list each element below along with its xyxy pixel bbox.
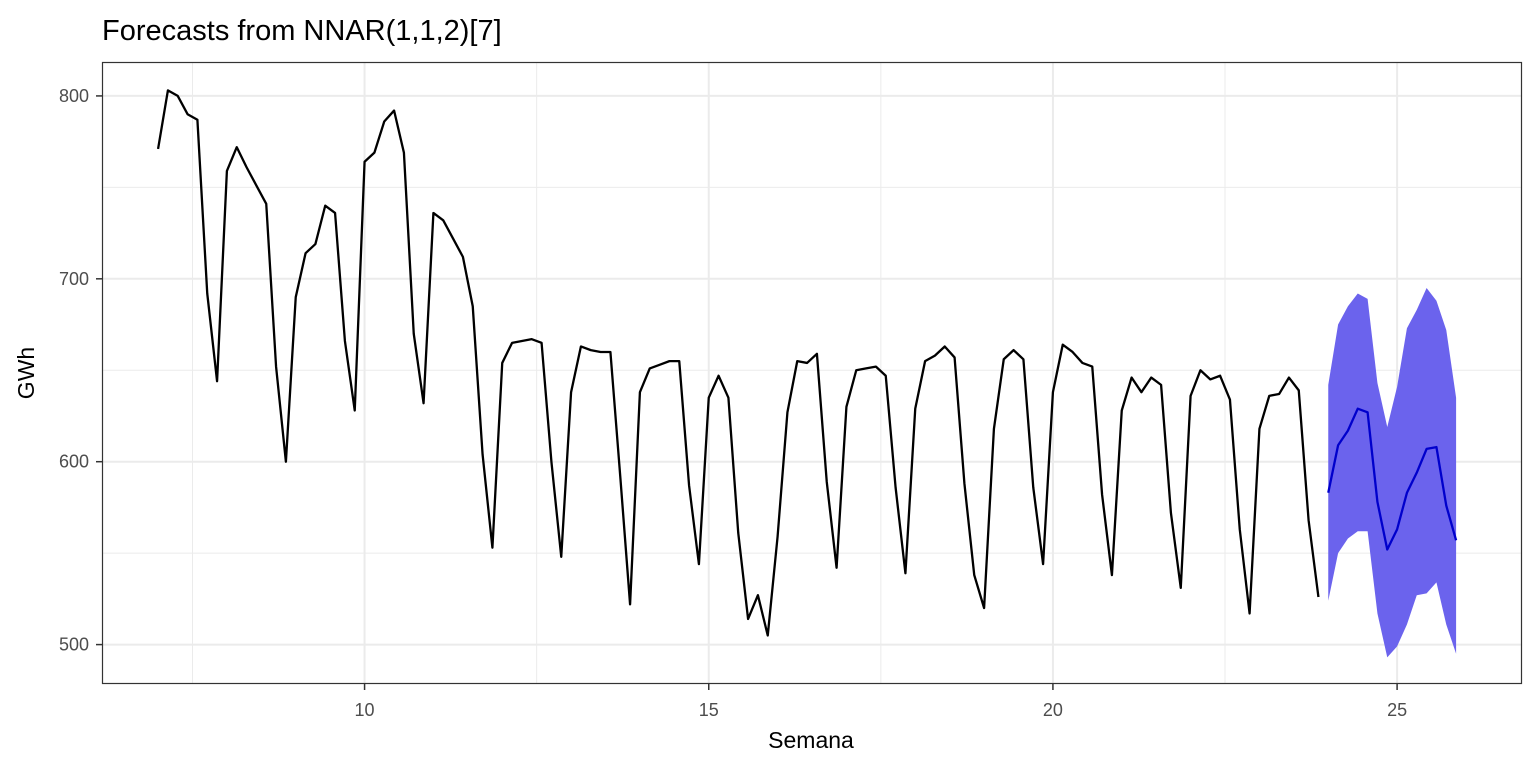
chart-title: Forecasts from NNAR(1,1,2)[7] — [102, 15, 502, 47]
y-tick-label: 800 — [59, 86, 89, 106]
x-tick-label: 20 — [1043, 700, 1063, 720]
x-tick-label: 25 — [1387, 700, 1407, 720]
x-axis: 10 15 20 25 — [355, 684, 1407, 720]
observed-series-line — [156, 89, 1320, 637]
x-axis-title: Semana — [768, 727, 854, 753]
minor-gridlines — [103, 63, 1521, 683]
x-tick-label: 15 — [699, 700, 719, 720]
y-axis-title: GWh — [13, 347, 39, 399]
x-tick-label: 10 — [355, 700, 375, 720]
y-tick-label: 700 — [59, 269, 89, 289]
major-gridlines — [103, 63, 1521, 683]
prediction-interval-band — [1328, 287, 1457, 658]
y-axis: 500 600 700 800 — [59, 86, 102, 655]
plot-panel-border — [101, 61, 1523, 685]
y-tick-label: 500 — [59, 635, 89, 655]
forecast-mean-line — [1327, 407, 1458, 551]
prediction-interval-area — [1328, 287, 1457, 658]
series-lines — [156, 89, 1458, 637]
y-tick-label: 600 — [59, 452, 89, 472]
